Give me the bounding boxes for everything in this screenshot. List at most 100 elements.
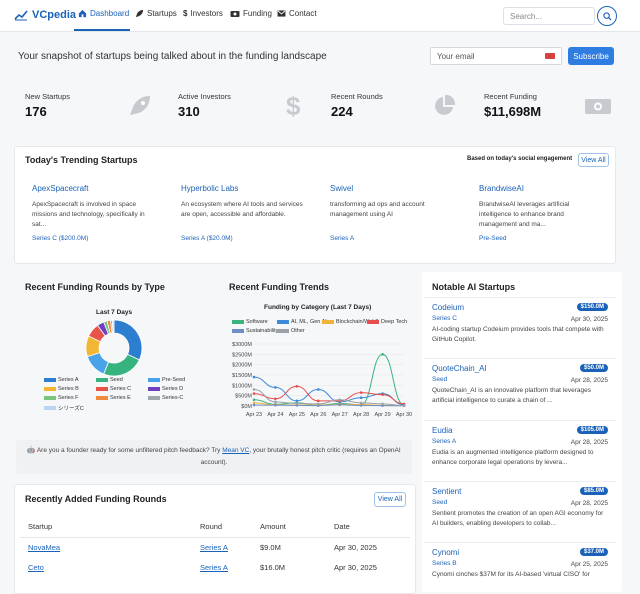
data-point[interactable]	[359, 401, 363, 405]
nav-contact[interactable]: Contact	[277, 9, 317, 18]
data-point[interactable]	[381, 353, 384, 356]
startup-name[interactable]: Codeium	[432, 303, 465, 312]
legend-item[interactable]: Software	[232, 319, 268, 325]
y-tick-label: $2500M	[232, 352, 252, 358]
nav-investors[interactable]: $ Investors	[183, 9, 223, 18]
legend-item[interactable]: Pre-Seed	[148, 377, 185, 383]
notable-ai-item[interactable]: QuoteChain_AI $50.0M Seed Apr 28, 2025 Quote…	[432, 364, 608, 406]
donut-slice--c[interactable]	[111, 319, 115, 334]
mean-vc-link[interactable]: Mean VC	[222, 447, 250, 454]
data-point[interactable]	[252, 403, 256, 407]
series-line-sustainability[interactable]	[253, 404, 405, 407]
nav-funding[interactable]: Funding	[230, 9, 272, 18]
row-round[interactable]: Series A	[200, 562, 228, 572]
trending-card[interactable]: Swivel transforming ad ops and account m…	[322, 176, 458, 256]
nav-startups[interactable]: Startups	[135, 9, 177, 18]
series-line-ai-ml-gen-ai[interactable]	[253, 376, 405, 406]
legend-item[interactable]: Series E	[96, 395, 131, 401]
data-point[interactable]	[252, 392, 256, 395]
data-point[interactable]	[359, 396, 363, 400]
row-round[interactable]: Series A	[200, 542, 228, 552]
password-manager-icon[interactable]	[545, 53, 555, 59]
startup-name[interactable]: QuoteChain_AI	[432, 364, 487, 373]
data-point[interactable]	[359, 391, 363, 394]
nav-investors-label: Investors	[190, 9, 223, 18]
series-line-software[interactable]	[253, 353, 405, 406]
data-point[interactable]	[295, 404, 299, 407]
series-line-deep-tech[interactable]	[253, 385, 405, 405]
subscribe-button[interactable]: Subscribe	[568, 47, 614, 65]
startup-name[interactable]: Sentient	[432, 487, 462, 496]
trending-card[interactable]: BrandwiseAI BrandwiseAI leverages artifi…	[471, 176, 607, 256]
series-line-other[interactable]	[253, 388, 405, 407]
search-button[interactable]	[597, 6, 617, 26]
startup-name[interactable]: ApexSpacecraft	[32, 184, 89, 193]
data-point[interactable]	[316, 388, 320, 391]
x-tick-label: Apr 26	[310, 412, 326, 418]
legend-item[interactable]: Other	[277, 328, 305, 334]
email-input[interactable]: Your email	[430, 47, 562, 65]
data-point[interactable]	[295, 385, 299, 388]
data-point[interactable]	[252, 375, 256, 379]
trending-card[interactable]: ApexSpacecraft ApexSpacecraft is involve…	[24, 176, 160, 256]
trending-view-all-button[interactable]: View All	[578, 153, 609, 167]
notable-ai-item[interactable]: Eudia $105.0M Series A Apr 28, 2025 Eudia is…	[432, 426, 608, 468]
legend-item[interactable]: Series A	[44, 377, 78, 383]
nav-dashboard[interactable]: Dashboard	[78, 9, 129, 18]
legend-item[interactable]: Series C	[96, 386, 131, 392]
legend-item[interactable]: Deep Tech	[367, 319, 407, 325]
legend-swatch	[96, 378, 108, 382]
x-tick-label: Apr 23	[246, 412, 262, 418]
notable-ai-item[interactable]: Cynomi $37.0M Series B Apr 25, 2025 Cynomi c…	[432, 548, 608, 580]
legend-label: Other	[291, 328, 305, 334]
notable-ai-item[interactable]: Codeium $150.0M Series C Apr 30, 2025 AI-cod…	[432, 303, 608, 345]
recent-rounds-view-all-button[interactable]: View All	[374, 492, 406, 507]
startup-round: Series C	[432, 315, 457, 322]
data-point[interactable]	[252, 388, 256, 391]
data-point[interactable]	[274, 386, 277, 389]
legend-item[interactable]: Sustainability	[232, 328, 278, 334]
data-point[interactable]	[274, 400, 277, 404]
data-point[interactable]	[252, 398, 256, 402]
data-point[interactable]	[316, 399, 320, 403]
data-point[interactable]	[274, 403, 277, 407]
data-point[interactable]	[381, 402, 384, 406]
legend-item[interactable]: Series F	[44, 395, 78, 401]
trending-card[interactable]: Hyperbolic Labs An ecosystem where AI to…	[173, 176, 309, 256]
data-point[interactable]	[252, 401, 256, 405]
legend-item[interactable]: AI, ML, Gen AI	[277, 319, 327, 325]
startup-name[interactable]: Cynomi	[432, 548, 460, 557]
data-point[interactable]	[338, 398, 342, 402]
legend-item[interactable]: Series B	[44, 386, 79, 392]
search-input[interactable]: Search...	[503, 7, 595, 25]
startup-date: Apr 30, 2025	[570, 316, 608, 323]
legend-item[interactable]: Series D	[148, 386, 183, 392]
donut-slice-series-a[interactable]	[113, 319, 143, 361]
data-point[interactable]	[295, 402, 299, 405]
startup-desc: transforming ad ops and account manageme…	[330, 201, 425, 218]
notable-ai-item[interactable]: Sentient $85.0M Seed Apr 28, 2025 Sentient p…	[432, 487, 608, 529]
legend-item[interactable]: Series-C	[148, 395, 183, 401]
brand-logo[interactable]: VCpedia	[14, 9, 76, 21]
data-point[interactable]	[316, 402, 320, 406]
data-point[interactable]	[338, 403, 342, 407]
data-point[interactable]	[402, 404, 406, 407]
startup-date: Apr 28, 2025	[570, 439, 608, 446]
startup-name[interactable]: Swivel	[330, 184, 354, 193]
data-point[interactable]	[381, 393, 384, 396]
row-startup[interactable]: Ceto	[28, 562, 44, 572]
data-point[interactable]	[295, 399, 299, 403]
startup-name[interactable]: Hyperbolic Labs	[181, 184, 239, 193]
donut-slice-seed[interactable]	[103, 353, 140, 377]
startup-name[interactable]: Eudia	[432, 426, 453, 435]
legend-label: Blockchain/Web3	[336, 319, 379, 325]
data-point[interactable]	[274, 397, 277, 401]
legend-item[interactable]: Seed	[96, 377, 123, 383]
y-tick-label: $500M	[235, 394, 252, 400]
data-point[interactable]	[359, 404, 363, 407]
legend-item[interactable]: シリーズC	[44, 404, 84, 412]
legend-item[interactable]: Blockchain/Web3	[322, 319, 378, 325]
divider	[424, 481, 616, 482]
row-startup[interactable]: NovaMea	[28, 542, 61, 552]
startup-name[interactable]: BrandwiseAI	[479, 184, 524, 193]
